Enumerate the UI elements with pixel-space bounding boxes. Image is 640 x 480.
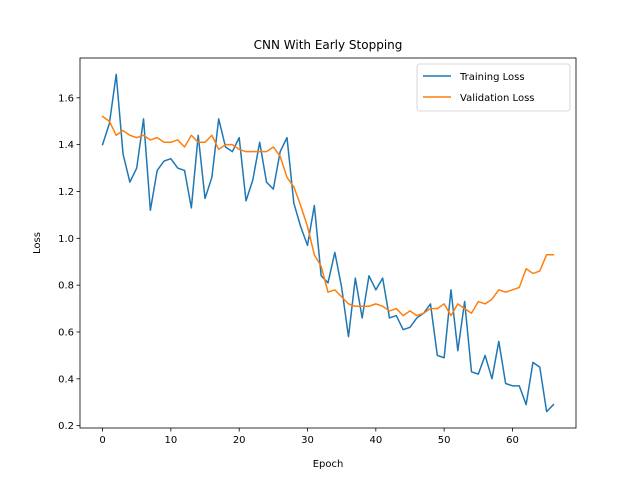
y-axis-label: Loss [32,232,43,254]
x-tick-label: 10 [164,435,177,446]
legend: Training Loss Validation Loss [416,63,571,112]
y-tick-label: 0.2 [58,421,74,432]
x-tick-label: 60 [506,435,519,446]
legend-entry-label: Training Loss [459,72,525,83]
legend-box [416,63,571,112]
x-tick-label: 0 [99,435,105,446]
x-tick-label: 50 [438,435,451,446]
y-tick-label: 0.6 [58,327,74,338]
y-axis: 0.2 0.4 0.6 0.8 1.0 1.2 1.4 1.6 [58,93,80,432]
y-tick-label: 1.0 [58,234,74,245]
y-tick-label: 1.4 [58,140,74,151]
y-tick-label: 1.6 [58,93,74,104]
y-tick-label: 0.8 [58,281,74,292]
series-line-training-loss [101,73,555,413]
x-axis: 0 10 20 30 40 50 60 [99,428,519,446]
series-lines [101,73,555,413]
chart-title: CNN With Early Stopping [254,38,403,52]
y-tick-label: 1.2 [58,187,74,198]
x-tick-label: 30 [301,435,314,446]
series-line-validation-loss [101,115,555,317]
x-axis-label: Epoch [313,459,344,470]
legend-entry-label: Validation Loss [460,93,535,104]
x-tick-label: 20 [233,435,246,446]
y-tick-label: 0.4 [58,374,74,385]
x-tick-label: 40 [369,435,382,446]
axes-frame [79,57,577,429]
